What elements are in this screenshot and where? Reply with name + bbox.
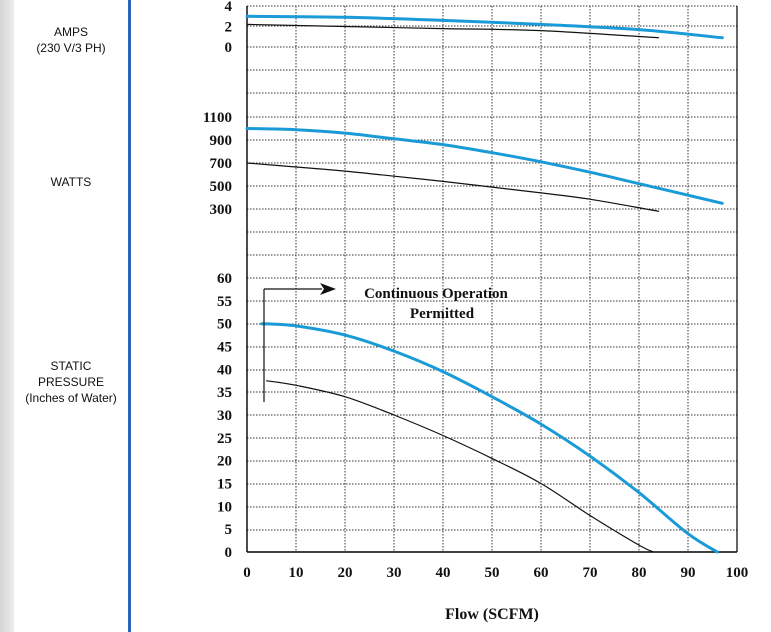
- pressure-y-tick-label: 50: [217, 317, 232, 333]
- pressure-y-tick-label: 15: [217, 477, 232, 493]
- pressure-label-line: STATIC: [50, 359, 92, 373]
- watts-y-tick-label: 700: [210, 156, 233, 172]
- x-tick-label: 60: [534, 565, 549, 581]
- x-tick-label: 20: [338, 565, 353, 581]
- x-tick-label: 80: [632, 565, 647, 581]
- amps-y-tick-label: 4: [225, 0, 233, 15]
- x-tick-label: 0: [243, 565, 251, 581]
- watts-series-line-blue: [245, 127, 724, 205]
- pressure-y-tick-label: 10: [217, 499, 232, 515]
- x-tick-label: 70: [583, 565, 598, 581]
- watts-y-tick-label: 900: [210, 133, 233, 149]
- pressure-y-tick-label: 60: [217, 271, 232, 287]
- amps-panel-label: AMPS (230 V/3 PH): [14, 24, 128, 56]
- amps-label-line: AMPS: [53, 25, 88, 39]
- x-tick-label: 30: [387, 565, 402, 581]
- pressure-series-line-blue: [260, 322, 719, 554]
- pressure-y-tick-label: 35: [217, 385, 232, 401]
- pressure-y-tick-label: 30: [217, 408, 232, 424]
- x-tick-label: 50: [485, 565, 500, 581]
- amps-label-line: (230 V/3 PH): [36, 41, 106, 55]
- continuous-operation-arrowhead: [320, 283, 336, 295]
- watts-panel-label: WATTS: [14, 174, 128, 190]
- pressure-y-tick-label: 25: [217, 431, 232, 447]
- pressure-y-tick-label: 55: [217, 294, 232, 310]
- amps-y-tick-label: 2: [225, 20, 233, 36]
- pressure-y-tick-label: 20: [217, 454, 232, 470]
- label-divider: [128, 0, 131, 632]
- pressure-panel-label: STATIC PRESSURE (Inches of Water): [14, 358, 128, 406]
- annotation-continuous-operation: Continuous Operation: [364, 286, 508, 302]
- x-tick-label: 100: [726, 565, 749, 581]
- watts-y-tick-label: 500: [210, 179, 233, 195]
- amps-series-line-blue: [245, 14, 724, 40]
- pressure-label-line: PRESSURE: [37, 375, 105, 389]
- x-tick-label: 10: [289, 565, 304, 581]
- pressure-y-tick-label: 0: [225, 545, 233, 561]
- pressure-label-line: (Inches of Water): [25, 391, 117, 405]
- pressure-y-tick-label: 5: [225, 522, 233, 538]
- pressure-series-line-black: [266, 380, 655, 553]
- watts-y-tick-label: 1100: [203, 110, 232, 126]
- x-tick-label: 90: [681, 565, 696, 581]
- watts-label-line: WATTS: [50, 175, 92, 189]
- watts-series-line-black: [246, 162, 660, 212]
- left-shade-bar: [0, 0, 14, 632]
- pressure-y-tick-label: 45: [217, 340, 232, 356]
- x-axis-title: Flow (SCFM): [445, 606, 539, 623]
- watts-y-tick-label: 300: [210, 202, 233, 218]
- pressure-y-tick-label: 40: [217, 362, 232, 378]
- amps-series-line-black: [246, 23, 660, 39]
- amps-y-tick-label: 0: [225, 40, 233, 56]
- x-tick-label: 40: [436, 565, 451, 581]
- annotation-permitted: Permitted: [410, 306, 475, 322]
